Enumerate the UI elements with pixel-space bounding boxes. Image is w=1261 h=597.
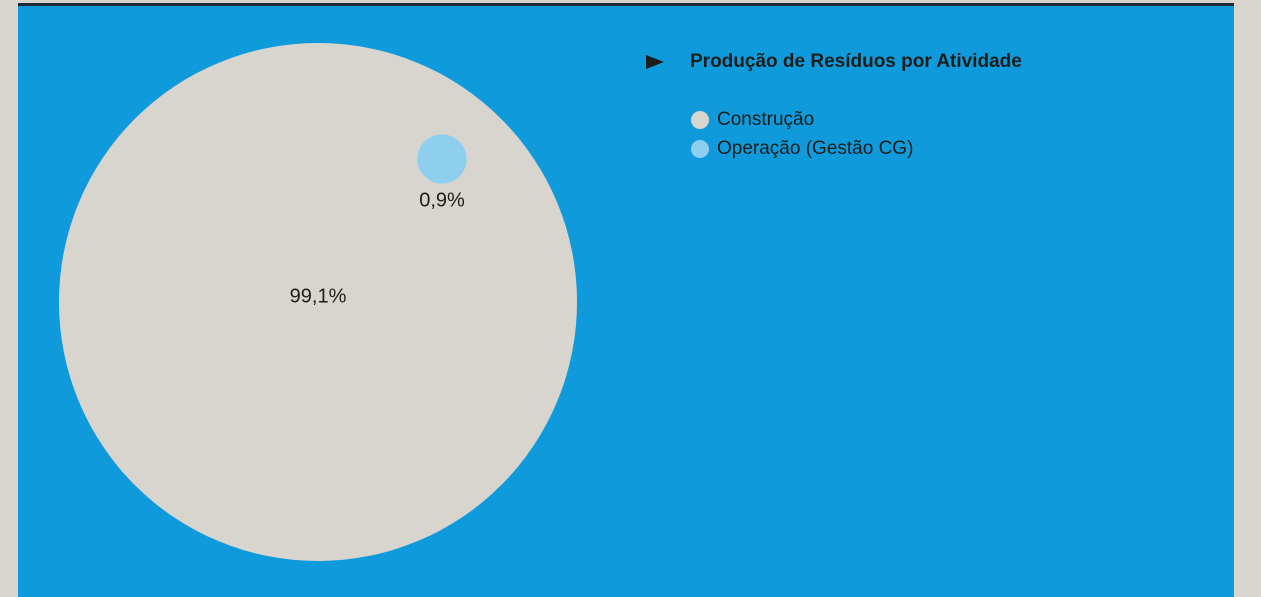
bubble — [417, 134, 467, 184]
legend-swatch — [691, 140, 709, 158]
value-label: 0,9% — [419, 189, 465, 211]
chart-title: Produção de Resíduos por Atividade — [690, 51, 1022, 72]
legend-label: Construção — [717, 109, 814, 130]
value-label: 99,1% — [290, 285, 347, 307]
title-arrow — [646, 55, 664, 69]
legend-swatch — [691, 111, 709, 129]
legend-label: Operação (Gestão CG) — [717, 138, 913, 159]
top-rule — [18, 3, 1234, 6]
